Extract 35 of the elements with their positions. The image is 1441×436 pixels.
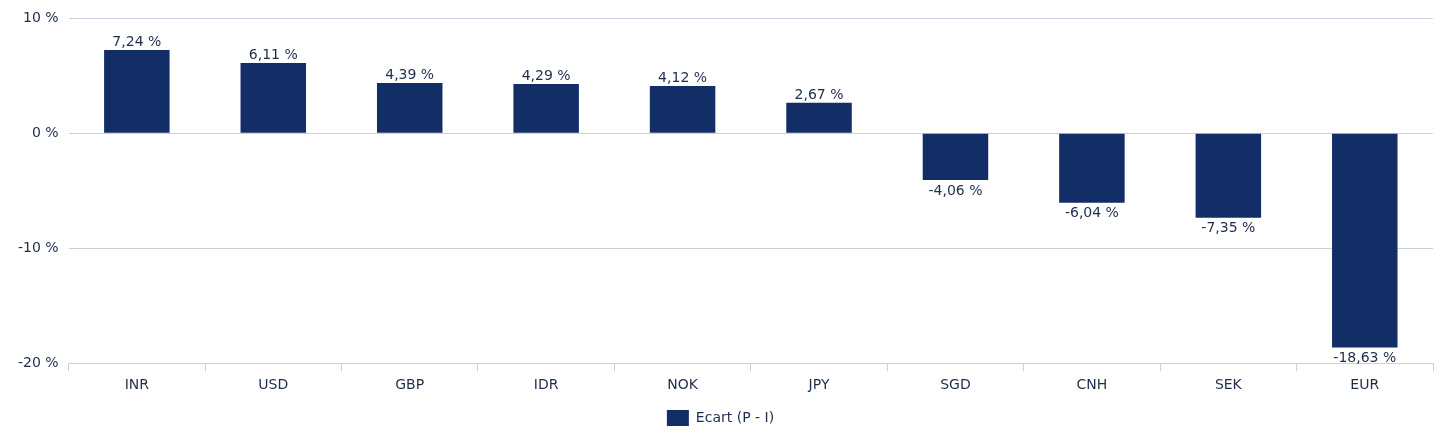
data-label: -18,63 % (1333, 349, 1397, 366)
data-label: -6,04 % (1064, 204, 1119, 221)
data-label: 4,29 % (521, 67, 571, 84)
x-tick-label: NOK (667, 376, 699, 393)
bar (1059, 133, 1125, 203)
x-tick-label: IDR (533, 376, 559, 393)
y-tick-label: 10 % (23, 9, 59, 26)
data-label: 2,67 % (794, 85, 844, 102)
data-label: 4,39 % (385, 65, 435, 82)
data-label: -4,06 % (928, 181, 983, 198)
bar (922, 133, 989, 180)
y-tick-label: -20 % (17, 353, 59, 370)
y-tick-label: -10 % (17, 238, 59, 255)
bar (1332, 133, 1398, 348)
bar (649, 85, 716, 133)
x-tick-label: SEK (1214, 376, 1243, 393)
x-tick-label: CNH (1076, 376, 1108, 393)
bar (1195, 133, 1262, 218)
data-label: 4,12 % (658, 68, 708, 85)
bar (104, 50, 170, 133)
data-label: 7,24 % (112, 33, 162, 50)
x-tick-label: INR (124, 376, 150, 393)
bar (240, 63, 307, 133)
data-label: 6,11 % (248, 46, 298, 63)
bar (376, 82, 443, 133)
bar (786, 102, 852, 133)
x-tick-label: USD (258, 376, 289, 393)
x-tick-label: JPY (807, 376, 830, 393)
legend-label: Ecart (P - I) (695, 408, 775, 425)
bar (513, 84, 579, 133)
data-label: -7,35 % (1201, 219, 1256, 236)
x-tick-label: SGD (940, 376, 971, 393)
x-tick-label: GBP (395, 376, 425, 393)
y-tick-label: 0 % (31, 123, 59, 140)
x-tick-label: EUR (1350, 376, 1380, 393)
